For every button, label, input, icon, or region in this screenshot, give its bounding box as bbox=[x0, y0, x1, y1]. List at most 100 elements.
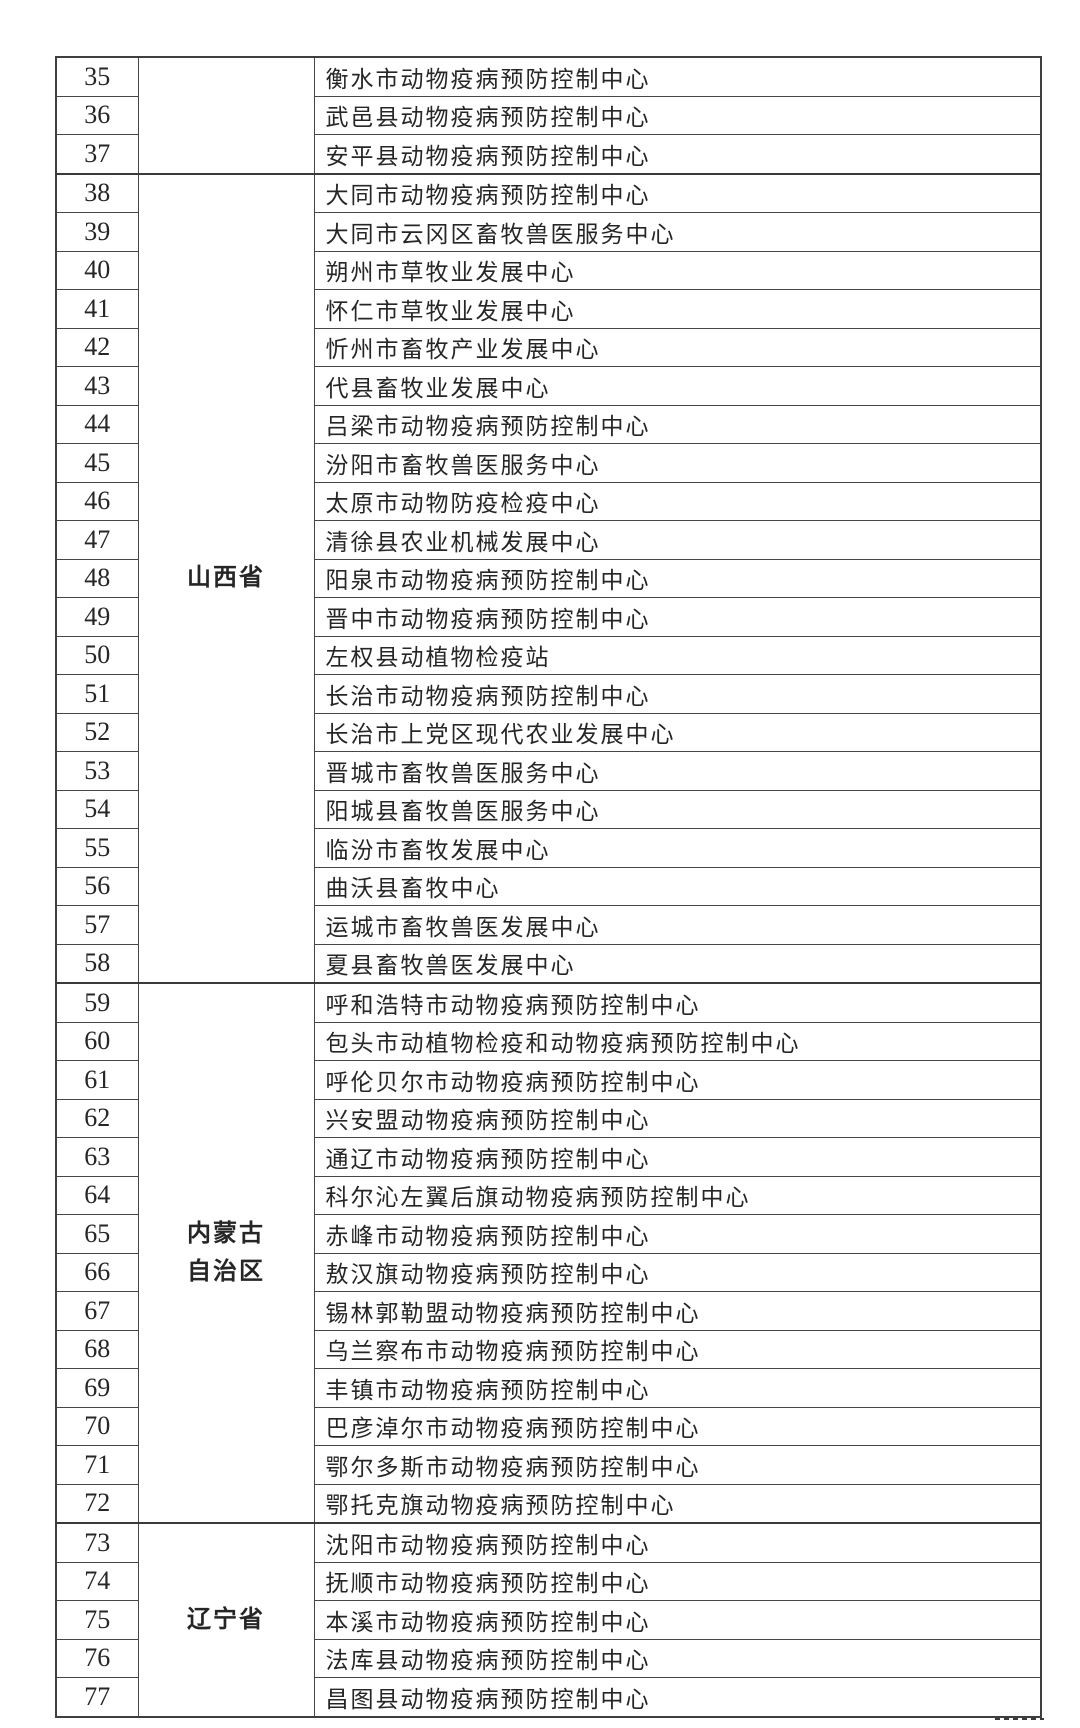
row-number: 72 bbox=[55, 1483, 139, 1524]
row-number: 35 bbox=[55, 56, 139, 97]
table-row: 39 大同市云冈区畜牧兽医服务中心 bbox=[55, 212, 1042, 252]
row-number: 46 bbox=[55, 481, 139, 521]
org-name: 吕梁市动物疫病预防控制中心 bbox=[313, 404, 1042, 444]
row-number: 49 bbox=[55, 597, 139, 637]
org-name: 怀仁市草牧业发展中心 bbox=[313, 289, 1042, 329]
org-name: 大同市云冈区畜牧兽医服务中心 bbox=[313, 212, 1042, 252]
row-number: 60 bbox=[55, 1021, 139, 1061]
table-row: 52 长治市上党区现代农业发展中心 bbox=[55, 712, 1042, 752]
org-name: 锡林郭勒盟动物疫病预防控制中心 bbox=[313, 1291, 1042, 1331]
table-row: 69 丰镇市动物疫病预防控制中心 bbox=[55, 1368, 1042, 1408]
table-row: 77 昌图县动物疫病预防控制中心 bbox=[55, 1677, 1042, 1717]
table-row: 35 衡水市动物疫病预防控制中心 bbox=[55, 56, 1042, 174]
row-number: 37 bbox=[55, 134, 139, 174]
org-name: 临汾市畜牧发展中心 bbox=[313, 828, 1042, 868]
row-number: 43 bbox=[55, 366, 139, 406]
row-number: 77 bbox=[55, 1677, 139, 1717]
table-row: 57 运城市畜牧兽医发展中心 bbox=[55, 905, 1042, 945]
org-name: 鄂尔多斯市动物疫病预防控制中心 bbox=[313, 1445, 1042, 1485]
row-number: 55 bbox=[55, 828, 139, 868]
province-cell: 内蒙古自治区 bbox=[137, 982, 315, 1524]
org-name: 法库县动物疫病预防控制中心 bbox=[313, 1638, 1042, 1678]
table-row: 75 本溪市动物疫病预防控制中心 bbox=[55, 1600, 1042, 1640]
table-row: 41 怀仁市草牧业发展中心 bbox=[55, 289, 1042, 329]
province-cell: 山西省 bbox=[137, 172, 315, 984]
row-number: 65 bbox=[55, 1214, 139, 1254]
table-row: 74 抚顺市动物疫病预防控制中心 bbox=[55, 1561, 1042, 1601]
org-name: 呼和浩特市动物疫病预防控制中心 bbox=[313, 982, 1042, 1023]
org-name: 包头市动植物检疫和动物疫病预防控制中心 bbox=[313, 1021, 1042, 1061]
org-name: 巴彦淖尔市动物疫病预防控制中心 bbox=[313, 1406, 1042, 1446]
table-row: 61 呼伦贝尔市动物疫病预防控制中心 bbox=[55, 1060, 1042, 1100]
org-name: 晋城市畜牧兽医服务中心 bbox=[313, 751, 1042, 791]
row-number: 45 bbox=[55, 443, 139, 483]
row-number: 66 bbox=[55, 1252, 139, 1292]
table-row: 48 阳泉市动物疫病预防控制中心 bbox=[55, 558, 1042, 598]
table-row: 60 包头市动植物检疫和动物疫病预防控制中心 bbox=[55, 1021, 1042, 1061]
org-name: 呼伦贝尔市动物疫病预防控制中心 bbox=[313, 1060, 1042, 1100]
org-name: 武邑县动物疫病预防控制中心 bbox=[313, 95, 1042, 135]
org-name: 左权县动植物检疫站 bbox=[313, 635, 1042, 675]
row-number: 73 bbox=[55, 1522, 139, 1563]
row-number: 58 bbox=[55, 943, 139, 984]
row-number: 64 bbox=[55, 1175, 139, 1215]
table-row: 54 阳城县畜牧兽医服务中心 bbox=[55, 789, 1042, 829]
table-row: 50 左权县动植物检疫站 bbox=[55, 635, 1042, 675]
row-number: 74 bbox=[55, 1561, 139, 1601]
row-number: 42 bbox=[55, 327, 139, 367]
table-row: 73 辽宁省 沈阳市动物疫病预防控制中心 bbox=[55, 1522, 1042, 1717]
row-number: 47 bbox=[55, 520, 139, 560]
row-number: 69 bbox=[55, 1368, 139, 1408]
row-number: 67 bbox=[55, 1291, 139, 1331]
table-row: 42 忻州市畜牧产业发展中心 bbox=[55, 327, 1042, 367]
row-number: 71 bbox=[55, 1445, 139, 1485]
org-name: 乌兰察布市动物疫病预防控制中心 bbox=[313, 1329, 1042, 1369]
org-registry-table: 35 衡水市动物疫病预防控制中心 36 武邑县动物疫病预防控制中心 37 安平县动物疫病预… bbox=[55, 56, 1042, 1718]
table-row: 36 武邑县动物疫病预防控制中心 bbox=[55, 95, 1042, 135]
row-number: 53 bbox=[55, 751, 139, 791]
row-number: 36 bbox=[55, 95, 139, 135]
row-number: 48 bbox=[55, 558, 139, 598]
row-number: 62 bbox=[55, 1098, 139, 1138]
org-name: 汾阳市畜牧兽医服务中心 bbox=[313, 443, 1042, 483]
org-name: 敖汉旗动物疫病预防控制中心 bbox=[313, 1252, 1042, 1292]
org-name: 兴安盟动物疫病预防控制中心 bbox=[313, 1098, 1042, 1138]
org-name: 清徐县农业机械发展中心 bbox=[313, 520, 1042, 560]
row-number: 70 bbox=[55, 1406, 139, 1446]
org-name: 赤峰市动物疫病预防控制中心 bbox=[313, 1214, 1042, 1254]
row-number: 44 bbox=[55, 404, 139, 444]
org-name: 本溪市动物疫病预防控制中心 bbox=[313, 1600, 1042, 1640]
row-number: 75 bbox=[55, 1600, 139, 1640]
org-name: 安平县动物疫病预防控制中心 bbox=[313, 134, 1042, 174]
table-row: 66 敖汉旗动物疫病预防控制中心 bbox=[55, 1252, 1042, 1292]
province-label: 内蒙古自治区 bbox=[187, 1221, 265, 1285]
row-number: 52 bbox=[55, 712, 139, 752]
org-name: 丰镇市动物疫病预防控制中心 bbox=[313, 1368, 1042, 1408]
row-number: 57 bbox=[55, 905, 139, 945]
province-cell bbox=[137, 56, 315, 174]
table-row: 45 汾阳市畜牧兽医服务中心 bbox=[55, 443, 1042, 483]
org-name: 阳泉市动物疫病预防控制中心 bbox=[313, 558, 1042, 598]
table-row: 71 鄂尔多斯市动物疫病预防控制中心 bbox=[55, 1445, 1042, 1485]
org-name: 忻州市畜牧产业发展中心 bbox=[313, 327, 1042, 367]
row-number: 40 bbox=[55, 250, 139, 290]
row-number: 56 bbox=[55, 866, 139, 906]
org-name: 衡水市动物疫病预防控制中心 bbox=[313, 56, 1042, 97]
org-name: 通辽市动物疫病预防控制中心 bbox=[313, 1137, 1042, 1177]
table-row: 62 兴安盟动物疫病预防控制中心 bbox=[55, 1098, 1042, 1138]
org-name: 太原市动物防疫检疫中心 bbox=[313, 481, 1042, 521]
row-number: 39 bbox=[55, 212, 139, 252]
org-name: 科尔沁左翼后旗动物疫病预防控制中心 bbox=[313, 1175, 1042, 1215]
province-label: 山西省 bbox=[187, 565, 265, 592]
province-cell: 辽宁省 bbox=[137, 1522, 315, 1717]
table-row: 59 内蒙古自治区 呼和浩特市动物疫病预防控制中心 bbox=[55, 982, 1042, 1524]
org-name: 晋中市动物疫病预防控制中心 bbox=[313, 597, 1042, 637]
table-row: 56 曲沃县畜牧中心 bbox=[55, 866, 1042, 906]
table-row: 53 晋城市畜牧兽医服务中心 bbox=[55, 751, 1042, 791]
table-row: 76 法库县动物疫病预防控制中心 bbox=[55, 1638, 1042, 1678]
org-name: 抚顺市动物疫病预防控制中心 bbox=[313, 1561, 1042, 1601]
org-name: 运城市畜牧兽医发展中心 bbox=[313, 905, 1042, 945]
province-label: 辽宁省 bbox=[187, 1606, 265, 1633]
table-row: 46 太原市动物防疫检疫中心 bbox=[55, 481, 1042, 521]
org-name: 沈阳市动物疫病预防控制中心 bbox=[313, 1522, 1042, 1563]
